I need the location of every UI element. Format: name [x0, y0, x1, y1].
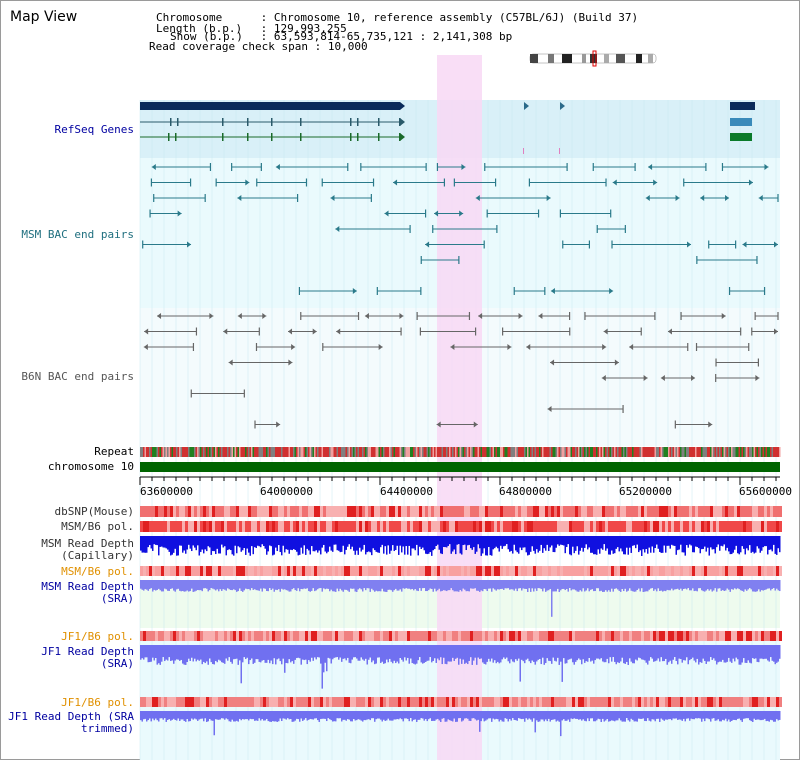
refseq-genes: [140, 102, 565, 141]
refseq-marker: [523, 148, 524, 154]
track-label-jf1-depth-trimmed: JF1 Read Depth (SRA trimmed): [8, 710, 134, 735]
track-label-b6n-bac: B6N BAC end pairs: [21, 370, 134, 383]
ideogram-position-marker: [592, 50, 597, 67]
axis-ticks: [139, 477, 777, 485]
track-label-refseq: RefSeq Genes: [54, 123, 134, 136]
axis-tick-label: 65200000: [619, 485, 672, 498]
refseq-gene: [730, 102, 755, 110]
axis-tick-label: 64400000: [380, 485, 433, 498]
axis-tick-label: 64000000: [260, 485, 313, 498]
info-show: Show (b.p.) : 63,593,814-65,735,121 : 2,…: [170, 30, 513, 43]
dbsnp-strip: [140, 506, 782, 517]
axis-tick-label: 64800000: [499, 485, 552, 498]
track-label-jf1-b6-pol-2: JF1/B6 pol.: [61, 696, 134, 709]
ideogram-band: [636, 54, 642, 63]
track-label-msm-depth-sra: MSM Read Depth (SRA): [41, 580, 134, 605]
ideogram-band: [548, 54, 554, 63]
msm-b6-pol-strip-2: [140, 566, 782, 576]
info-length: Length (b.p.) : 129,993,255: [156, 22, 347, 35]
track-label-msm-depth-capillary: MSM Read Depth (Capillary): [41, 537, 134, 562]
axis-tick-label: 65600000: [739, 485, 792, 498]
track-label-dbsnp: dbSNP(Mouse): [54, 505, 134, 518]
msm-depth-sra-bars: [140, 580, 781, 617]
refseq-marker: [559, 148, 560, 154]
ideogram-band: [562, 54, 572, 63]
refseq-gene: [730, 118, 752, 126]
track-label-jf1-depth-sra: JF1 Read Depth (SRA): [41, 645, 134, 670]
track-label-msm-bac: MSM BAC end pairs: [21, 228, 134, 241]
info-coverage-span: Read coverage check span : 10,000: [149, 40, 368, 53]
track-label-chromosome: chromosome 10: [47, 460, 134, 473]
msm-bac-pairs: [142, 163, 779, 295]
ideogram-band: [648, 54, 653, 63]
track-label-msm-b6-pol-2: MSM/B6 pol.: [61, 565, 134, 578]
track-label-jf1-b6-pol-1: JF1/B6 pol.: [61, 630, 134, 643]
ideogram-band: [530, 54, 538, 63]
msm-b6-pol-strip-1: [140, 521, 782, 532]
page-title: Map View: [10, 9, 78, 25]
repeat-track: [140, 447, 781, 457]
track-label-repeat: Repeat: [94, 445, 134, 458]
ideogram-band: [616, 54, 625, 63]
jf1-depth-trimmed-bars: [140, 711, 781, 737]
info-chromosome: Chromosome : Chromosome 10, reference as…: [156, 11, 639, 24]
jf1-b6-pol-strip-1: [140, 631, 782, 641]
jf1-b6-pol-strip-2: [140, 697, 782, 707]
track-label-msm-b6-pol-1: MSM/B6 pol.: [61, 520, 134, 533]
selected-region-highlight: [437, 55, 482, 760]
refseq-gene: [730, 133, 752, 141]
jf1-depth-sra-bars: [140, 645, 781, 689]
ideogram-band: [604, 54, 609, 63]
b6n-bac-pairs: [143, 312, 779, 429]
ideogram-band: [582, 54, 586, 63]
msm-depth-capillary-bars: [140, 536, 781, 556]
chromosome-bar: [140, 462, 780, 472]
axis-tick-label: 63600000: [140, 485, 193, 498]
